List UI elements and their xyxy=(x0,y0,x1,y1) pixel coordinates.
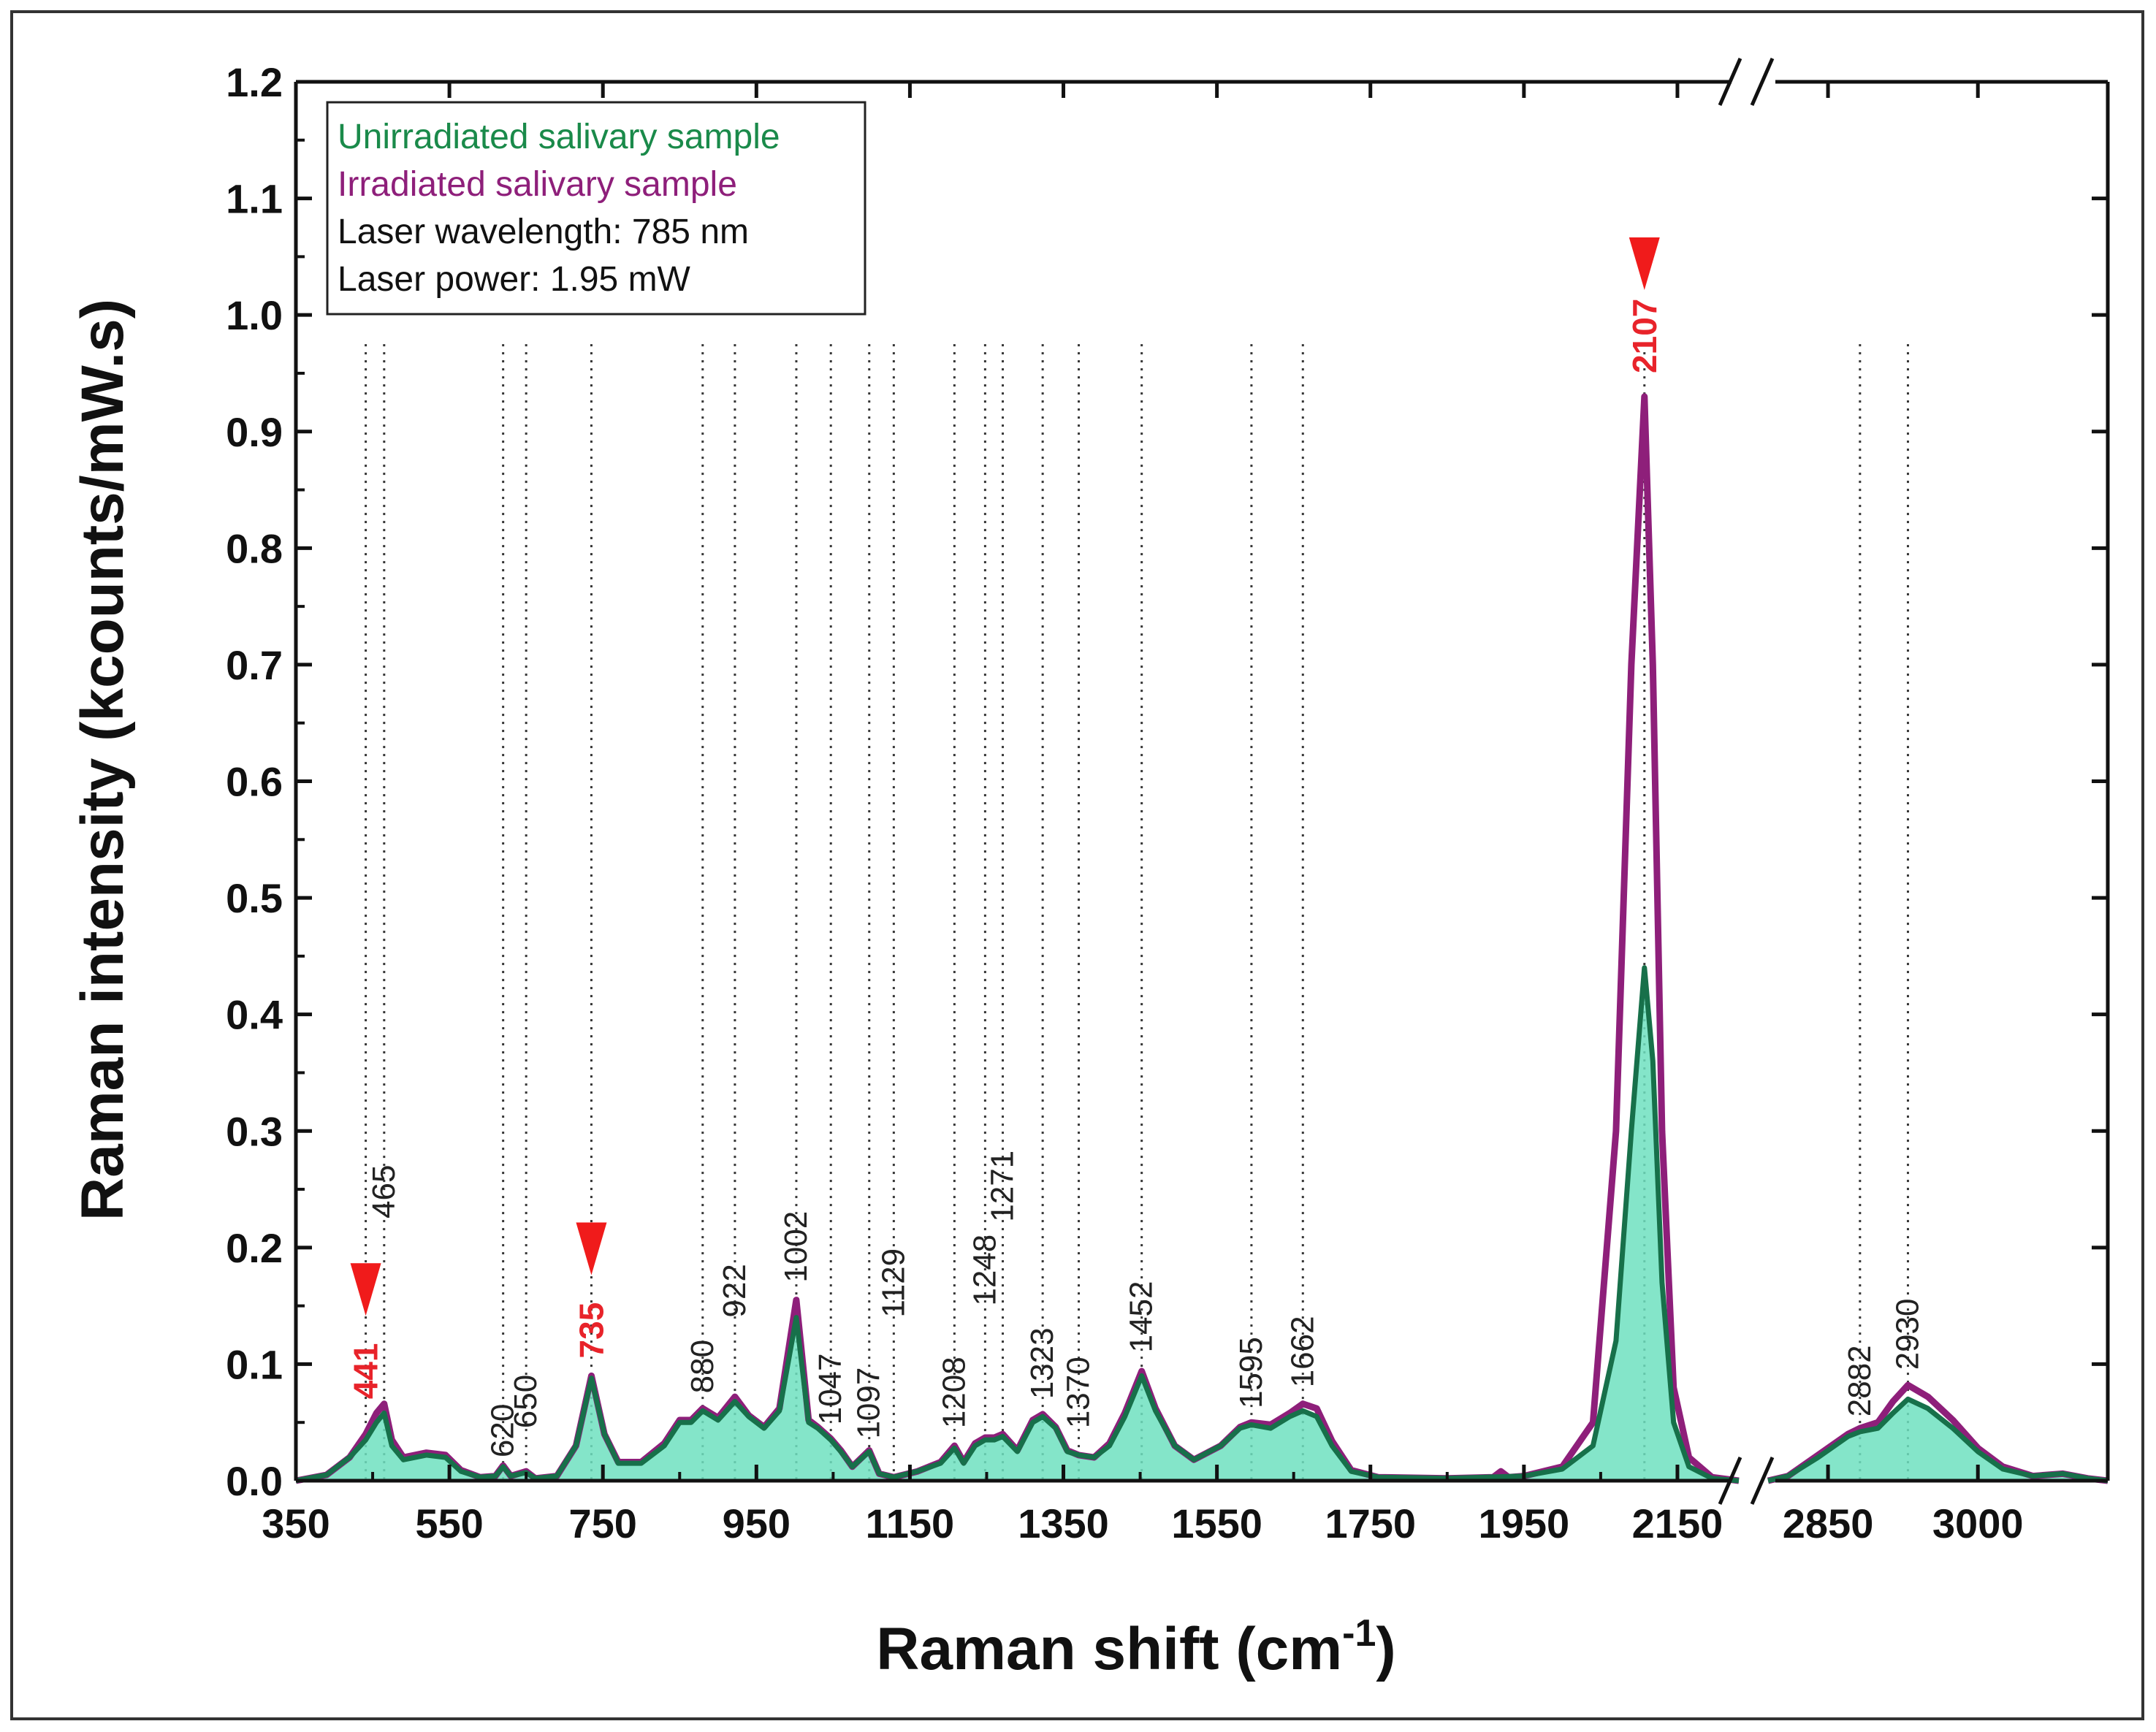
peak-arrow-735 xyxy=(576,1222,607,1275)
axis-break-mark-2-2 xyxy=(1750,1456,1775,1506)
x-tick-label: 750 xyxy=(568,1500,636,1546)
peak-label-1662: 1662 xyxy=(1284,1316,1320,1387)
peak-label-1097: 1097 xyxy=(851,1367,887,1439)
x-axis-title-main: Raman shift (cm xyxy=(876,1616,1342,1682)
x-tick-label: 3000 xyxy=(1932,1500,2024,1546)
x-tick-label: 1350 xyxy=(1018,1500,1109,1546)
y-tick-label: 1.0 xyxy=(226,292,283,338)
x-tick-label: 1950 xyxy=(1479,1500,1570,1546)
peak-label-620: 620 xyxy=(485,1404,521,1457)
y-tick-label: 0.7 xyxy=(226,642,283,688)
peak-label-735: 735 xyxy=(572,1302,610,1359)
legend-entry-laser-wavelength: Laser wavelength: 785 nm xyxy=(338,213,749,251)
legend-entry-irradiated: Irradiated salivary sample xyxy=(338,165,737,204)
axis-break-mark-2-1 xyxy=(1718,1456,1742,1506)
peak-label-1323: 1323 xyxy=(1024,1327,1060,1399)
y-tick-label: 0.1 xyxy=(226,1341,283,1387)
y-tick-label: 0.5 xyxy=(226,875,283,921)
x-tick-label: 1550 xyxy=(1171,1500,1262,1546)
peak-label-1452: 1452 xyxy=(1124,1281,1159,1353)
y-tick-label: 0.9 xyxy=(226,409,283,455)
peak-label-1595: 1595 xyxy=(1233,1337,1269,1408)
y-tick-label: 0.4 xyxy=(226,992,283,1038)
peak-label-1248: 1248 xyxy=(967,1235,1002,1306)
unirradiated-fill-segment-2 xyxy=(1768,1399,2108,1481)
y-tick-label: 0.2 xyxy=(226,1225,283,1271)
peak-label-2930: 2930 xyxy=(1889,1299,1925,1370)
x-tick-label: 550 xyxy=(415,1500,483,1546)
peak-label-1208: 1208 xyxy=(936,1357,972,1428)
peak-label-2882: 2882 xyxy=(1842,1345,1878,1416)
peak-label-1370: 1370 xyxy=(1061,1357,1097,1428)
y-tick-label: 0.6 xyxy=(226,759,283,805)
legend-entry-unirradiated: Unirradiated salivary sample xyxy=(338,118,780,156)
peak-label-1129: 1129 xyxy=(875,1248,911,1318)
x-axis-title-close: ) xyxy=(1376,1616,1395,1682)
legend: Unirradiated salivary sample Irradiated … xyxy=(326,101,866,316)
unirradiated-line-segment-1 xyxy=(295,965,1740,1484)
x-tick-label: 350 xyxy=(262,1500,330,1546)
y-tick-label: 0.3 xyxy=(226,1108,283,1154)
x-tick-label: 2850 xyxy=(1783,1500,1874,1546)
peak-label-441: 441 xyxy=(347,1343,385,1400)
peak-label-2107: 2107 xyxy=(1626,299,1664,373)
peak-arrow-441 xyxy=(350,1263,381,1316)
x-tick-label: 1750 xyxy=(1325,1500,1416,1546)
legend-entry-laser-power: Laser power: 1.95 mW xyxy=(338,260,691,299)
y-tick-label: 1.1 xyxy=(226,176,283,222)
y-tick-label: 1.2 xyxy=(226,59,283,105)
x-tick-label: 1150 xyxy=(866,1500,955,1546)
peak-label-880: 880 xyxy=(685,1340,720,1393)
peak-label-1271: 1271 xyxy=(985,1151,1021,1222)
y-tick-label: 0.0 xyxy=(226,1458,283,1504)
axis-break-mark-1-1 xyxy=(1718,57,1742,107)
y-axis-title: Raman intensity (kcounts/mW.s) xyxy=(69,299,136,1221)
peak-arrow-2107 xyxy=(1629,237,1660,290)
legend-frame xyxy=(326,101,866,316)
peak-label-922: 922 xyxy=(717,1264,753,1317)
peak-label-1047: 1047 xyxy=(812,1354,848,1425)
peak-label-1002: 1002 xyxy=(778,1211,814,1283)
unirradiated-line-segment-2 xyxy=(1767,1396,2109,1484)
axis-break-mark-1-2 xyxy=(1750,57,1775,107)
peak-label-650: 650 xyxy=(508,1375,544,1428)
irradiated-line-segment-1 xyxy=(295,393,1740,1484)
x-tick-label: 2150 xyxy=(1632,1500,1723,1546)
peak-label-465: 465 xyxy=(366,1165,402,1218)
y-tick-label: 0.8 xyxy=(226,525,283,571)
x-axis-title-superscript: -1 xyxy=(1342,1612,1376,1655)
x-axis-title: Raman shift (cm-1) xyxy=(876,1612,1395,1682)
x-tick-label: 950 xyxy=(723,1500,791,1546)
